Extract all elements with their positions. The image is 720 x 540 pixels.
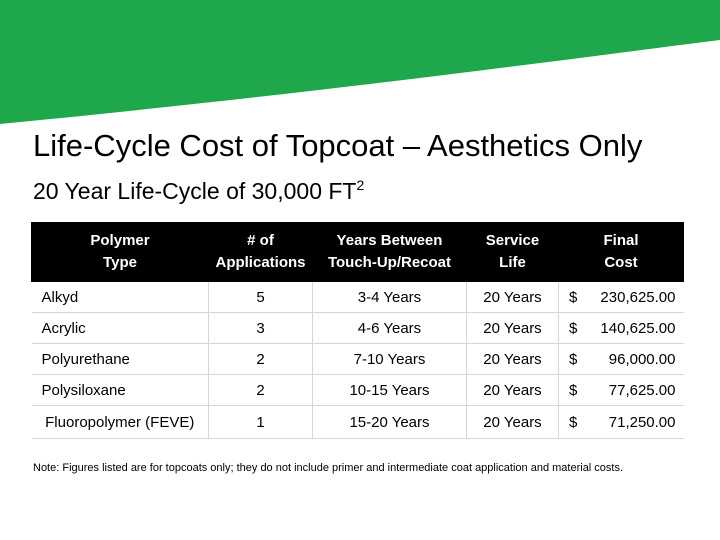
table-header-row: Polymer Type # of Applications Years Betwe… xyxy=(31,222,684,282)
applications-cell: 1 xyxy=(208,405,313,439)
header-banner xyxy=(0,0,720,124)
final-cost-cell: $230,625.00 xyxy=(558,281,684,313)
footnote: Note: Figures listed are for topcoats on… xyxy=(33,462,624,474)
final-cost-cell: $77,625.00 xyxy=(558,374,684,406)
final-cost-cell: $71,250.00 xyxy=(558,405,684,439)
interval-cell: 15-20 Years xyxy=(312,405,467,439)
polymer-type-cell: Polyurethane xyxy=(31,343,209,375)
slide-subtitle: 20 Year Life-Cycle of 30,000 FT2 xyxy=(33,170,364,206)
polymer-type-cell: Alkyd xyxy=(31,281,209,313)
applications-cell: 3 xyxy=(208,312,313,344)
header-applications: # of Applications xyxy=(208,222,313,282)
currency-symbol: $ xyxy=(569,381,578,399)
interval-cell: 7-10 Years xyxy=(312,343,467,375)
service-life-cell: 20 Years xyxy=(466,405,559,439)
service-life-cell: 20 Years xyxy=(466,281,559,313)
subtitle-text: 20 Year Life-Cycle of 30,000 FT xyxy=(33,178,357,204)
service-life-cell: 20 Years xyxy=(466,343,559,375)
interval-cell: 4-6 Years xyxy=(312,312,467,344)
interval-cell: 10-15 Years xyxy=(312,374,467,406)
slide-title: Life-Cycle Cost of Topcoat – Aesthetics … xyxy=(33,128,643,163)
polymer-type-cell: Polysiloxane xyxy=(31,374,209,406)
applications-cell: 2 xyxy=(208,343,313,375)
cost-amount: 71,250.00 xyxy=(608,413,676,431)
cost-amount: 230,625.00 xyxy=(600,288,676,306)
polymer-type-cell: Fluoropolymer (FEVE) xyxy=(31,405,209,439)
currency-symbol: $ xyxy=(569,288,578,306)
green-wave-shape xyxy=(0,0,720,124)
polymer-type-cell: Acrylic xyxy=(31,312,209,344)
table-row: Fluoropolymer (FEVE) 1 15-20 Years 20 Ye… xyxy=(31,405,684,439)
currency-symbol: $ xyxy=(569,319,578,337)
header-years-between: Years Between Touch-Up/Recoat xyxy=(312,222,467,282)
final-cost-cell: $96,000.00 xyxy=(558,343,684,375)
header-polymer-type: Polymer Type xyxy=(31,222,209,282)
header-final-cost: Final Cost xyxy=(558,222,684,282)
applications-cell: 5 xyxy=(208,281,313,313)
table-row: Acrylic 3 4-6 Years 20 Years $140,625.00 xyxy=(31,312,684,344)
applications-cell: 2 xyxy=(208,374,313,406)
table-row: Polysiloxane 2 10-15 Years 20 Years $77,… xyxy=(31,374,684,406)
table-row: Alkyd 5 3-4 Years 20 Years $230,625.00 xyxy=(31,281,684,313)
cost-amount: 96,000.00 xyxy=(608,350,676,368)
currency-symbol: $ xyxy=(569,413,578,431)
life-cycle-cost-table: Polymer Type # of Applications Years Betwe… xyxy=(31,222,684,439)
cost-amount: 77,625.00 xyxy=(608,381,676,399)
currency-symbol: $ xyxy=(569,350,578,368)
interval-cell: 3-4 Years xyxy=(312,281,467,313)
header-service-life: Service Life xyxy=(466,222,559,282)
subtitle-superscript: 2 xyxy=(356,177,365,193)
service-life-cell: 20 Years xyxy=(466,374,559,406)
service-life-cell: 20 Years xyxy=(466,312,559,344)
table-row: Polyurethane 2 7-10 Years 20 Years $96,0… xyxy=(31,343,684,375)
final-cost-cell: $140,625.00 xyxy=(558,312,684,344)
cost-amount: 140,625.00 xyxy=(600,319,676,337)
